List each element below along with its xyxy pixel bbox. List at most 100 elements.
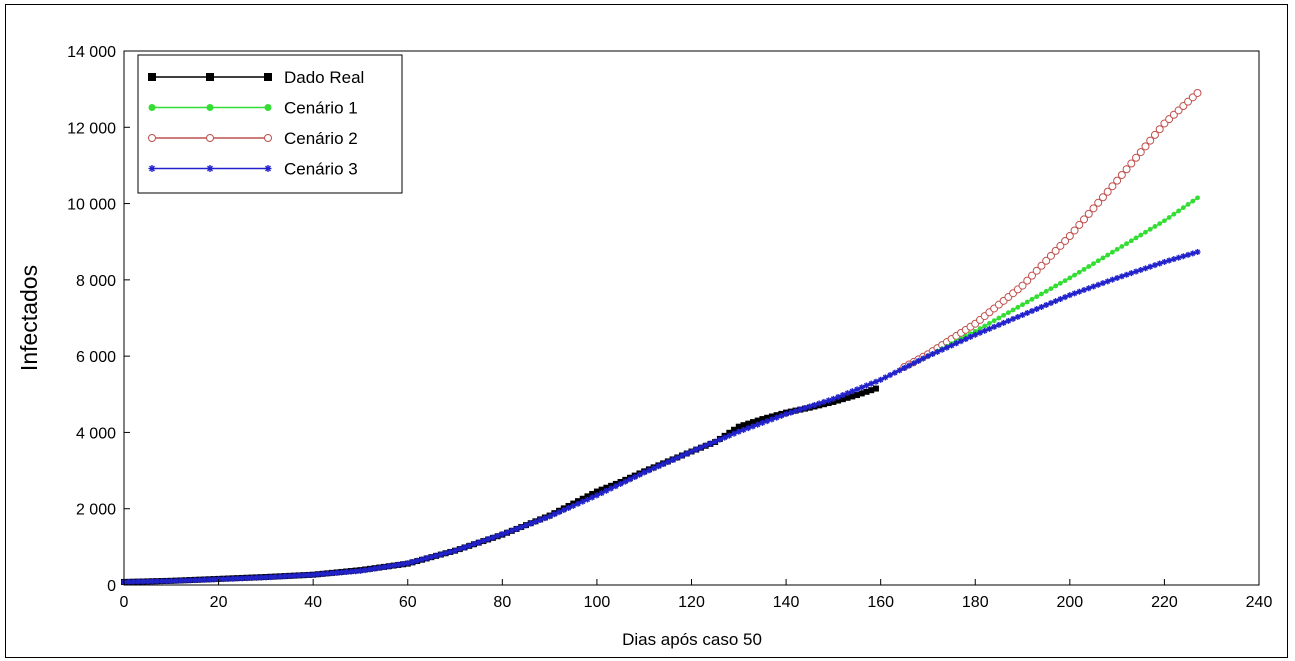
data-point: [253, 574, 260, 581]
star-stroke: [948, 342, 955, 349]
star-stroke: [977, 330, 983, 336]
star-stroke: [887, 372, 893, 378]
star-stroke: [603, 488, 609, 494]
star-stroke: [390, 562, 397, 569]
legend-label: Cenário 2: [284, 129, 358, 148]
star-stroke: [939, 347, 945, 353]
star-stroke: [991, 324, 997, 330]
y-tick-label: 0: [107, 578, 116, 595]
data-point: [882, 374, 889, 381]
data-point: [712, 438, 719, 445]
data-point: [206, 576, 213, 583]
data-point: [688, 448, 695, 455]
data-point: [1118, 273, 1125, 280]
star-stroke: [1194, 249, 1201, 255]
star-stroke: [504, 529, 510, 536]
x-tick-label: 120: [678, 594, 705, 611]
data-point: [1190, 198, 1196, 204]
star-stroke: [660, 461, 666, 467]
star-stroke: [953, 340, 959, 346]
data-point: [1143, 229, 1148, 235]
data-point: [1032, 266, 1041, 275]
data-point: [409, 558, 416, 565]
data-point: [1071, 290, 1078, 297]
star-stroke: [438, 551, 444, 558]
star-stroke: [286, 573, 293, 579]
data-point: [1001, 312, 1007, 318]
star-stroke: [1119, 273, 1125, 279]
x-axis-title: Dias após caso 50: [622, 630, 762, 649]
legend: Dado Real Cenário 1 Cenário 2 Cenário 3: [137, 54, 403, 194]
legend-label: Cenário 3: [284, 160, 358, 179]
star-stroke: [1010, 316, 1016, 322]
star-stroke: [915, 358, 922, 364]
star-stroke: [901, 365, 907, 371]
data-point: [1180, 253, 1187, 260]
star-stroke: [826, 397, 832, 404]
data-point: [376, 564, 383, 571]
axes: 0 20 40 60 80 100 120 140 160 180 200 220 240 0 2 000 4…: [67, 44, 1272, 611]
star-stroke: [367, 566, 373, 572]
data-point: [901, 364, 908, 371]
data-point: [1034, 294, 1040, 300]
data-point: [447, 548, 454, 555]
data-point: [891, 369, 898, 376]
data-point: [187, 577, 194, 584]
data-point: [1005, 317, 1012, 324]
data-point: [362, 567, 369, 574]
data-point: [206, 165, 214, 172]
star-stroke: [920, 355, 926, 362]
figure-frame: [5, 4, 1288, 658]
legend-entry: Cenário 1: [148, 99, 358, 118]
star-stroke: [580, 499, 586, 505]
data-point: [991, 318, 997, 324]
data-point: [783, 411, 790, 418]
data-point: [598, 490, 605, 497]
data-point: [1070, 226, 1079, 235]
x-tick-label: 60: [399, 594, 417, 611]
star-stroke: [1090, 283, 1097, 290]
data-point: [858, 384, 865, 391]
data-point: [1019, 311, 1026, 318]
data-point: [910, 360, 917, 367]
star-stroke: [721, 434, 728, 441]
y-tick-label: 12 000: [67, 120, 116, 137]
data-point: [589, 494, 596, 501]
data-point: [1029, 296, 1035, 302]
x-tick-label: 160: [867, 594, 894, 611]
data-point: [541, 515, 548, 522]
data-point: [972, 331, 979, 338]
data-point: [1065, 231, 1074, 240]
star-stroke: [1123, 272, 1130, 278]
star-stroke: [788, 409, 794, 416]
star-stroke: [452, 548, 458, 554]
data-point: [522, 522, 529, 529]
star-stroke: [1128, 270, 1134, 276]
data-point: [475, 539, 482, 546]
data-point: [1138, 232, 1144, 238]
data-point: [920, 355, 927, 362]
star-stroke: [632, 474, 638, 480]
star-stroke: [556, 509, 562, 515]
data-point: [1091, 261, 1096, 267]
data-point: [1015, 304, 1021, 310]
data-point: [603, 487, 610, 494]
data-point: [655, 463, 662, 470]
data-point: [437, 551, 444, 558]
star-stroke: [774, 415, 780, 421]
star-stroke: [958, 338, 964, 344]
data-point: [513, 525, 520, 532]
star-stroke: [490, 534, 496, 541]
data-point: [749, 419, 756, 426]
data-point: [1180, 205, 1186, 211]
star-stroke: [551, 511, 557, 517]
star-stroke: [778, 413, 784, 419]
star-stroke: [513, 526, 520, 532]
star-stroke: [1067, 292, 1073, 298]
star-stroke: [1100, 280, 1106, 286]
data-point: [1103, 187, 1112, 196]
data-point: [1113, 176, 1122, 185]
data-point: [830, 395, 837, 402]
data-point: [338, 569, 345, 576]
